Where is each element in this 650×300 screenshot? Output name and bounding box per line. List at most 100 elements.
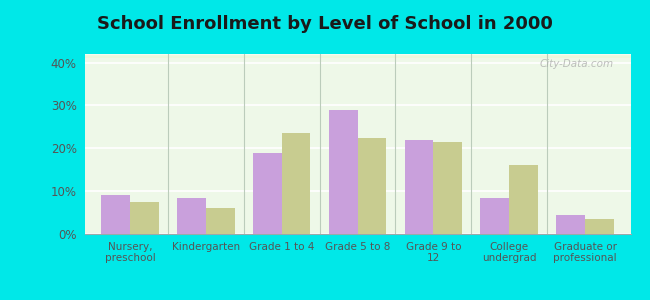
- Text: School Enrollment by Level of School in 2000: School Enrollment by Level of School in …: [97, 15, 553, 33]
- Bar: [84, 55, 630, 57]
- Bar: [84, 54, 630, 56]
- Bar: [84, 56, 630, 57]
- Bar: [84, 56, 630, 58]
- Bar: [84, 55, 630, 56]
- Bar: [84, 55, 630, 57]
- Bar: [404, 140, 434, 234]
- Bar: [84, 55, 630, 56]
- Text: City-Data.com: City-Data.com: [540, 59, 614, 69]
- Bar: [84, 55, 630, 56]
- Bar: [84, 54, 630, 56]
- Bar: [84, 56, 630, 57]
- Bar: [84, 55, 630, 57]
- Bar: [84, 56, 630, 58]
- Bar: [84, 56, 630, 58]
- Bar: [84, 55, 630, 57]
- Bar: [253, 153, 281, 234]
- Bar: [84, 54, 630, 56]
- Bar: [84, 56, 630, 57]
- Bar: [84, 56, 630, 57]
- Bar: [84, 54, 630, 56]
- Bar: [84, 55, 630, 57]
- Bar: [84, 55, 630, 57]
- Bar: [84, 54, 630, 56]
- Bar: [84, 55, 630, 56]
- Bar: [84, 56, 630, 57]
- Bar: [84, 54, 630, 56]
- Bar: [84, 55, 630, 57]
- Bar: [84, 55, 630, 57]
- Bar: [84, 54, 630, 56]
- Bar: [84, 56, 630, 57]
- Bar: [84, 55, 630, 57]
- Bar: [84, 56, 630, 57]
- Bar: [84, 55, 630, 57]
- Bar: [84, 54, 630, 56]
- Bar: [329, 110, 358, 234]
- Bar: [84, 55, 630, 57]
- Bar: [84, 56, 630, 58]
- Bar: [84, 55, 630, 57]
- Bar: [84, 55, 630, 57]
- Bar: [84, 56, 630, 57]
- Bar: [84, 54, 630, 56]
- Bar: [84, 55, 630, 57]
- Bar: [281, 133, 311, 234]
- Bar: [84, 56, 630, 58]
- Bar: [84, 56, 630, 57]
- Bar: [84, 55, 630, 57]
- Bar: [84, 55, 630, 56]
- Bar: [84, 55, 630, 57]
- Bar: [84, 56, 630, 57]
- Bar: [84, 55, 630, 56]
- Bar: [84, 54, 630, 56]
- Bar: [84, 56, 630, 57]
- Bar: [84, 55, 630, 56]
- Bar: [84, 56, 630, 57]
- Bar: [84, 54, 630, 56]
- Bar: [84, 55, 630, 57]
- Bar: [101, 195, 130, 234]
- Bar: [84, 54, 630, 56]
- Bar: [84, 56, 630, 58]
- Bar: [84, 54, 630, 56]
- Bar: [84, 54, 630, 56]
- Bar: [84, 55, 630, 56]
- Bar: [84, 56, 630, 57]
- Bar: [130, 202, 159, 234]
- Bar: [84, 56, 630, 57]
- Bar: [84, 54, 630, 56]
- Bar: [84, 55, 630, 57]
- Bar: [84, 55, 630, 56]
- Bar: [509, 165, 538, 234]
- Bar: [434, 142, 462, 234]
- Bar: [177, 198, 206, 234]
- Bar: [84, 56, 630, 57]
- Bar: [84, 54, 630, 56]
- Bar: [84, 56, 630, 58]
- Bar: [84, 55, 630, 57]
- Bar: [84, 55, 630, 57]
- Bar: [84, 54, 630, 56]
- Bar: [84, 55, 630, 56]
- Bar: [84, 55, 630, 57]
- Bar: [84, 55, 630, 56]
- Bar: [84, 55, 630, 56]
- Bar: [84, 55, 630, 57]
- Bar: [84, 55, 630, 57]
- Bar: [84, 55, 630, 57]
- Bar: [84, 54, 630, 56]
- Bar: [84, 55, 630, 57]
- Bar: [84, 55, 630, 57]
- Bar: [84, 55, 630, 56]
- Bar: [480, 198, 509, 234]
- Bar: [84, 56, 630, 57]
- Bar: [84, 55, 630, 57]
- Bar: [84, 55, 630, 57]
- Bar: [358, 138, 386, 234]
- Bar: [84, 55, 630, 56]
- Bar: [556, 215, 585, 234]
- Bar: [84, 54, 630, 56]
- Bar: [84, 54, 630, 56]
- Bar: [84, 54, 630, 56]
